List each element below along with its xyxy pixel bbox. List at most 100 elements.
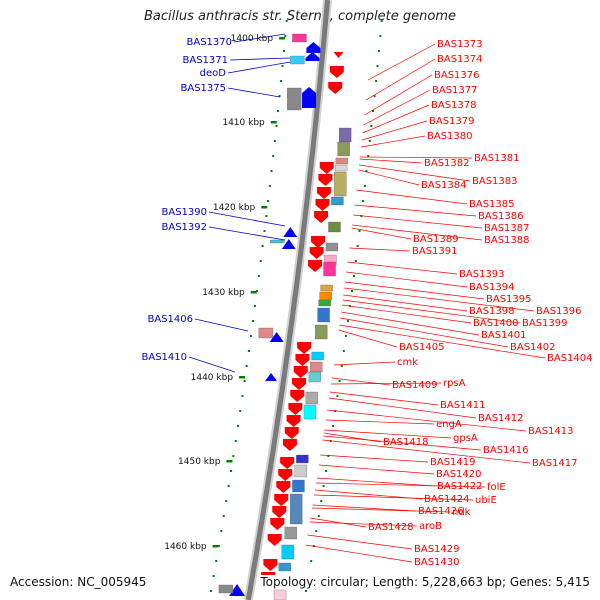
track-dot bbox=[275, 125, 278, 127]
track-dot bbox=[249, 335, 252, 337]
track-dot bbox=[338, 380, 341, 382]
reverse-gene-arrow bbox=[328, 82, 343, 94]
label-leader bbox=[352, 224, 483, 241]
track-dot bbox=[344, 335, 347, 337]
reverse-gene-label: BAS1417 bbox=[532, 458, 578, 469]
forward-gene-arrow bbox=[283, 227, 298, 237]
tick-label: 1460 kbp bbox=[164, 542, 207, 552]
feature-box bbox=[317, 307, 330, 323]
label-leader bbox=[208, 226, 286, 241]
feature-box bbox=[281, 544, 294, 560]
reverse-gene-label: ubiE bbox=[475, 495, 497, 506]
reverse-gene-arrow bbox=[309, 247, 324, 259]
label-leader bbox=[327, 409, 527, 432]
reverse-gene-label: BAS1386 bbox=[478, 211, 524, 222]
label-leader bbox=[363, 89, 431, 126]
label-leader bbox=[358, 169, 420, 186]
tick-mark bbox=[261, 206, 268, 209]
label-leader bbox=[367, 43, 436, 81]
label-leader bbox=[227, 87, 281, 98]
reverse-gene-arrow bbox=[319, 162, 334, 174]
feature-box bbox=[318, 299, 331, 307]
reverse-gene-arrow bbox=[272, 506, 287, 518]
track-dot bbox=[375, 80, 378, 82]
track-dot bbox=[247, 350, 250, 352]
reverse-gene-label: BAS1373 bbox=[437, 39, 483, 50]
label-leader bbox=[229, 57, 291, 61]
reverse-gene-label: BAS1419 bbox=[430, 457, 476, 468]
track-dot bbox=[315, 530, 318, 532]
tick-mark bbox=[250, 291, 257, 294]
tick-mark bbox=[279, 37, 286, 40]
track-dot bbox=[352, 275, 355, 277]
label-leader bbox=[361, 120, 428, 141]
label-leader bbox=[365, 58, 436, 101]
tick-label: 1420 kbp bbox=[213, 203, 256, 213]
label-leader bbox=[359, 156, 473, 159]
reverse-gene-arrow bbox=[292, 378, 307, 390]
track-dot bbox=[363, 185, 366, 187]
label-leader bbox=[318, 464, 435, 475]
reverse-gene-arrow bbox=[284, 427, 299, 439]
track-dot bbox=[317, 515, 320, 517]
feature-box bbox=[287, 87, 302, 111]
track-dot bbox=[331, 425, 334, 427]
reverse-gene-arrow bbox=[333, 52, 344, 58]
reverse-gene-label: BAS1418 bbox=[383, 437, 429, 448]
track-dot bbox=[354, 260, 357, 262]
feature-box bbox=[334, 171, 347, 197]
reverse-gene-arrow bbox=[276, 481, 291, 493]
tick-mark bbox=[212, 545, 219, 548]
reverse-gene-arrow bbox=[288, 403, 303, 415]
forward-gene-arrow bbox=[281, 239, 296, 249]
feature-box bbox=[284, 526, 297, 540]
track-dot bbox=[245, 365, 248, 367]
label-leader bbox=[311, 507, 451, 513]
reverse-gene-label: cmk bbox=[397, 357, 418, 368]
reverse-gene-label: rpsA bbox=[443, 378, 466, 389]
label-leader bbox=[344, 287, 535, 312]
feature-box bbox=[311, 351, 324, 361]
track-dot bbox=[230, 470, 233, 472]
track-dot bbox=[380, 20, 383, 22]
reverse-gene-arrow bbox=[316, 187, 331, 199]
track-dot bbox=[236, 425, 239, 427]
reverse-gene-label: BAS1379 bbox=[429, 116, 475, 127]
forward-gene-label: BAS1410 bbox=[142, 352, 188, 363]
label-leader bbox=[315, 482, 486, 488]
forward-gene-arrow bbox=[265, 373, 278, 381]
feature-box bbox=[328, 221, 341, 233]
feature-box bbox=[305, 391, 319, 405]
label-leader bbox=[338, 329, 398, 348]
label-leader bbox=[325, 419, 435, 425]
reverse-gene-label: BAS1409 bbox=[392, 380, 438, 391]
label-leader bbox=[364, 74, 433, 116]
track-dot bbox=[217, 545, 220, 547]
track-dot bbox=[285, 20, 288, 22]
reverse-gene-arrow bbox=[270, 518, 285, 530]
tick-label: 1430 kbp bbox=[202, 288, 245, 298]
reverse-gene-label: BAS1420 bbox=[436, 469, 482, 480]
forward-gene-arrow bbox=[305, 52, 320, 61]
label-leader bbox=[344, 281, 485, 300]
track-dot bbox=[278, 95, 281, 97]
forward-gene-label: BAS1375 bbox=[181, 83, 227, 94]
reverse-gene-label: BAS1402 bbox=[510, 342, 556, 353]
feature-box bbox=[290, 493, 303, 525]
forward-gene-label: BAS1406 bbox=[148, 314, 194, 325]
reverse-gene-track bbox=[261, 52, 344, 584]
label-leader bbox=[347, 261, 458, 275]
track-dot bbox=[325, 470, 328, 472]
label-leader bbox=[227, 61, 291, 74]
track-dot bbox=[372, 110, 375, 112]
reverse-gene-labels: BAS1373 BAS1374 BAS1376 BAS1377 BAS1378 BAS13… bbox=[305, 39, 593, 568]
feature-box bbox=[270, 239, 285, 244]
genome-title: Bacillus anthracis str. Sterne, complete… bbox=[144, 9, 456, 24]
track-dot bbox=[377, 50, 380, 52]
track-dot bbox=[373, 95, 376, 97]
label-leader bbox=[333, 361, 396, 366]
reverse-gene-label: BAS1380 bbox=[427, 131, 473, 142]
label-leader bbox=[320, 454, 429, 463]
track-dot bbox=[356, 245, 359, 247]
forward-gene-track bbox=[218, 33, 321, 596]
